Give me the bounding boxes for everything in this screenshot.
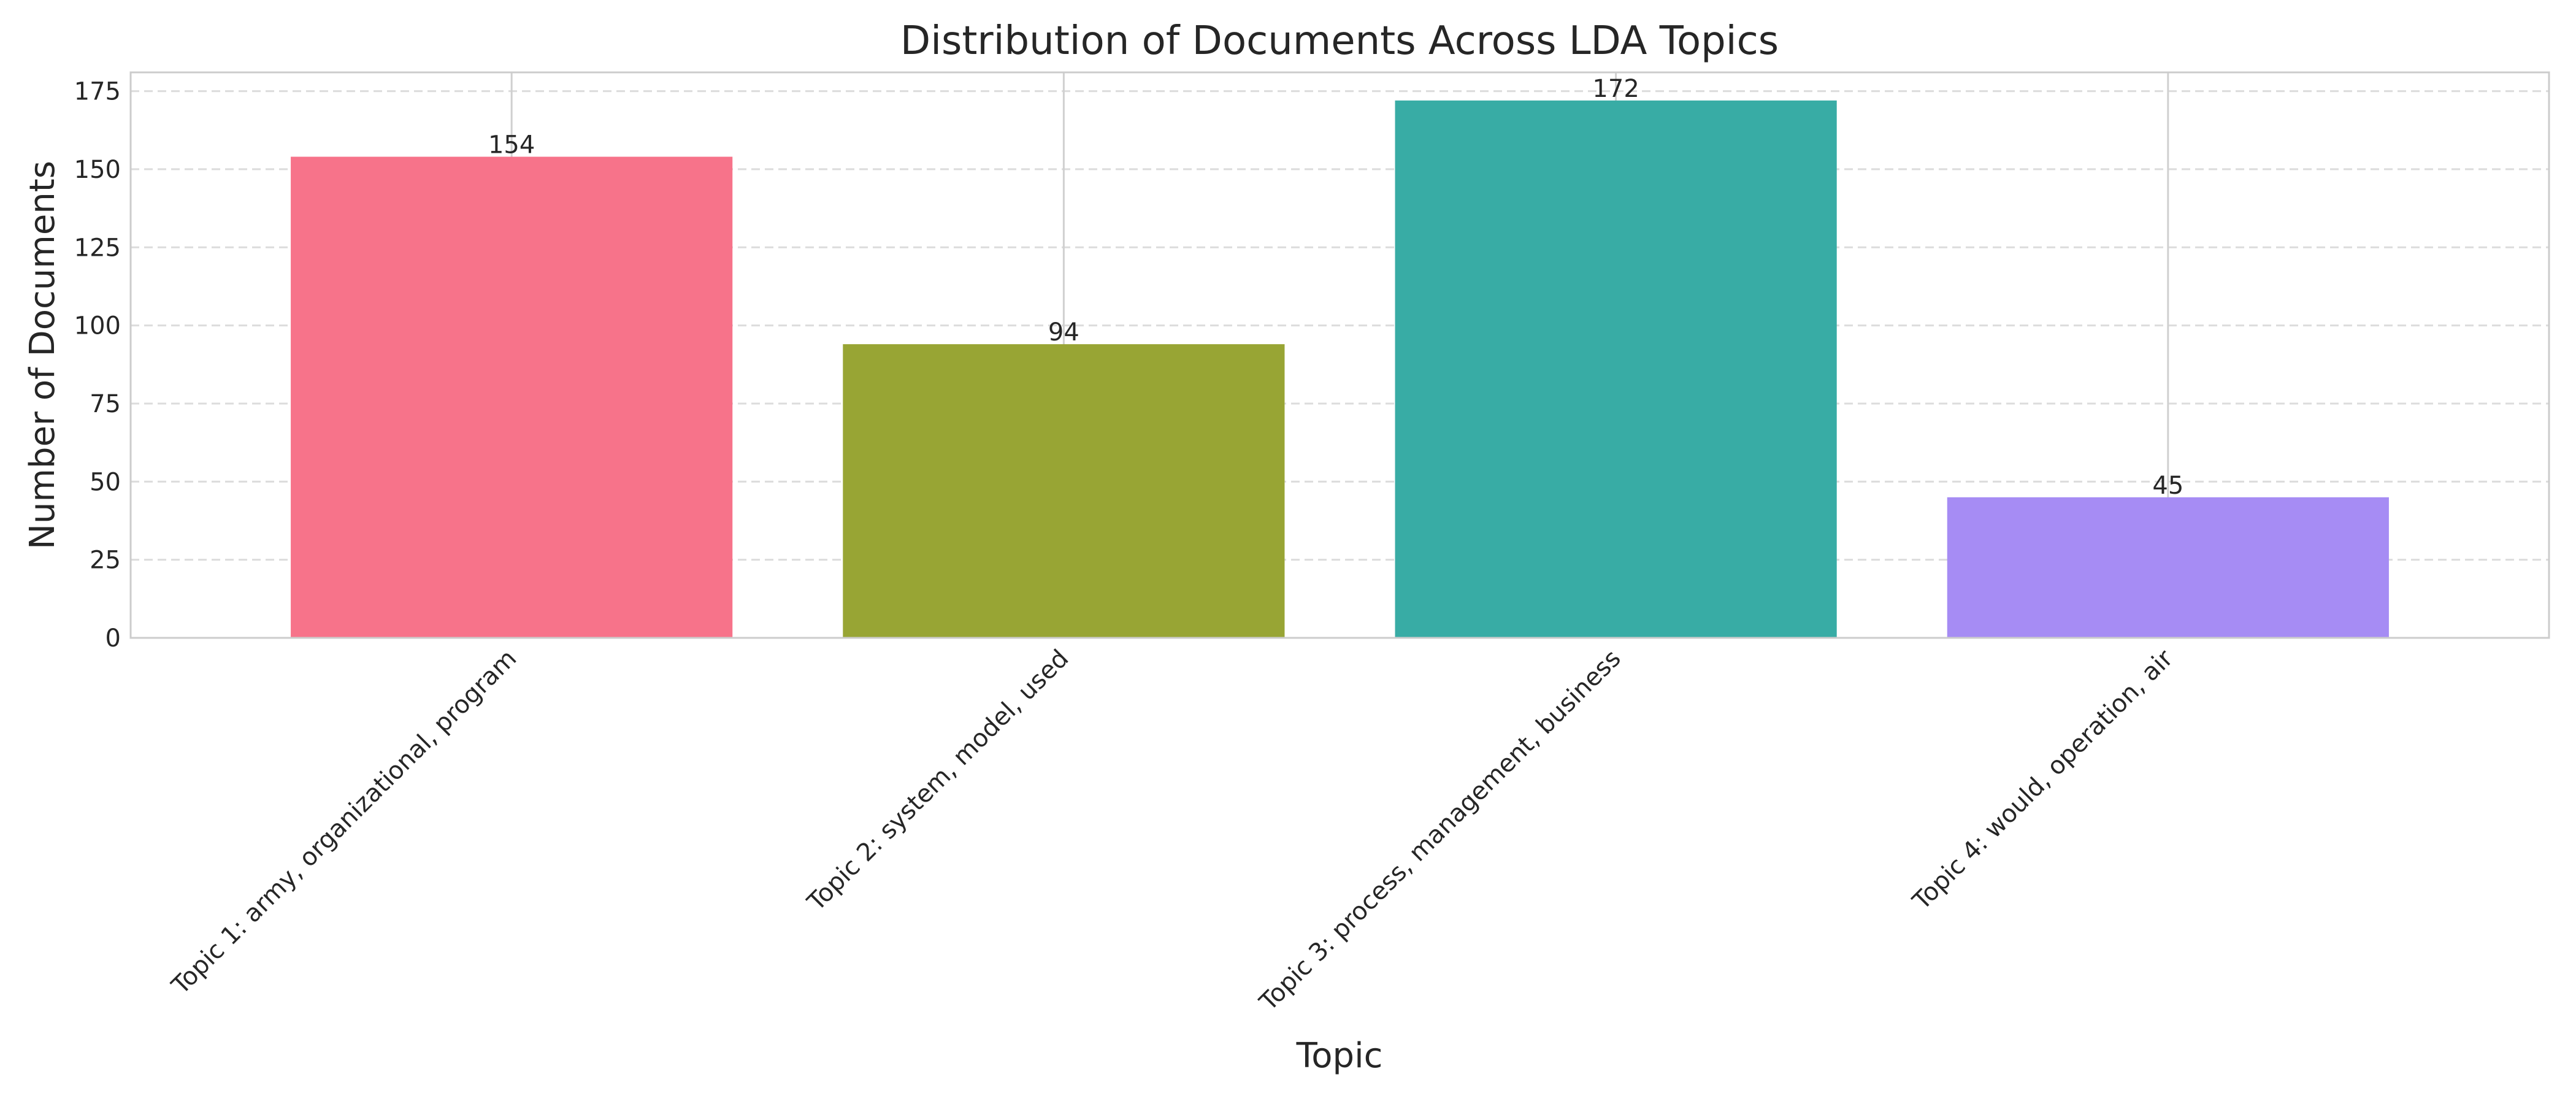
data-label: 154 <box>488 131 535 159</box>
chart-title: Distribution of Documents Across LDA Top… <box>900 18 1779 64</box>
y-tick-label: 150 <box>74 156 121 184</box>
bar <box>1947 497 2389 638</box>
data-labels: 154 94 172 45 <box>488 75 2183 500</box>
y-tick-label: 100 <box>74 312 121 340</box>
x-axis-label: Topic <box>1296 1036 1383 1076</box>
y-tick-label: 75 <box>90 390 121 418</box>
data-label: 94 <box>1048 318 1079 347</box>
y-axis-label: Number of Documents <box>23 161 63 550</box>
y-tick-label: 0 <box>105 624 121 653</box>
bar <box>291 156 733 638</box>
grid-lines <box>131 90 2549 561</box>
bar <box>1395 100 1837 638</box>
y-tick-label: 125 <box>74 234 121 262</box>
y-axis-ticks: 0 25 50 75 100 125 150 175 <box>74 78 121 653</box>
data-label: 45 <box>2152 472 2183 500</box>
bar <box>843 344 1285 638</box>
y-tick-label: 25 <box>90 546 121 575</box>
y-tick-label: 50 <box>90 468 121 496</box>
plot-frame <box>129 71 2550 639</box>
bars <box>291 100 2389 638</box>
data-label: 172 <box>1592 75 1639 103</box>
y-tick-label: 175 <box>74 78 121 106</box>
